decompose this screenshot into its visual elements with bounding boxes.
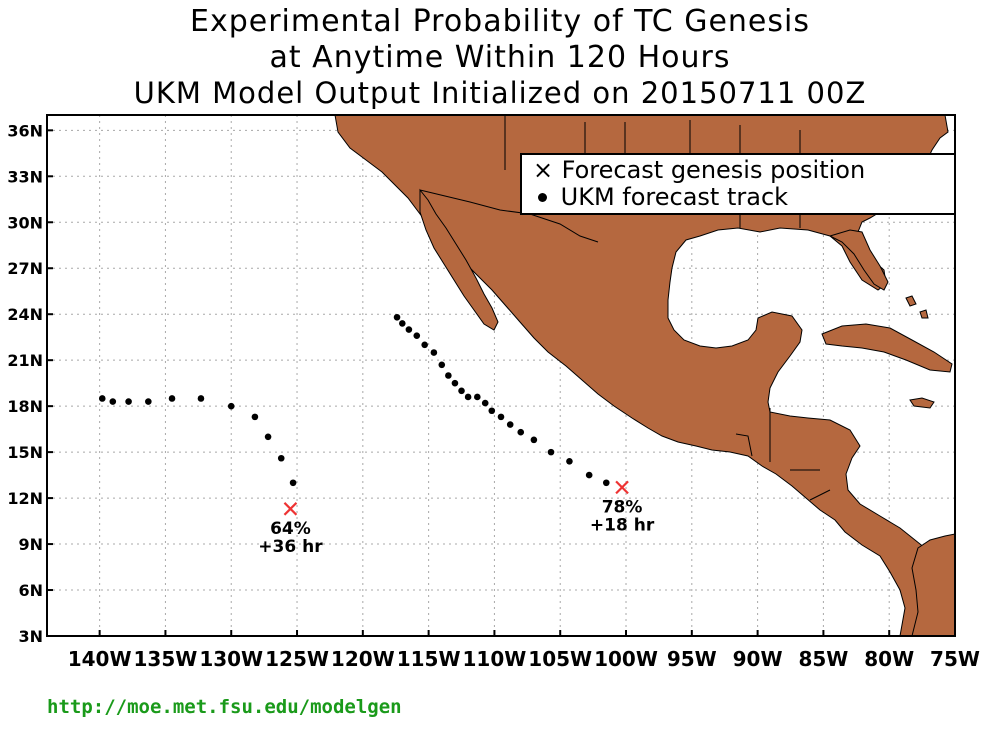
track-point — [413, 332, 421, 339]
lon-tick-label: 120W — [331, 647, 395, 671]
genesis-marker — [283, 502, 298, 516]
lat-tick-label: 12N — [7, 489, 43, 508]
genesis-lead-time: +36 hr — [258, 537, 323, 557]
land-cuba — [821, 323, 953, 373]
track-point — [393, 313, 401, 321]
lat-tick-label: 30N — [7, 213, 43, 232]
lon-tick-label: 115W — [397, 647, 461, 671]
track-point — [125, 398, 132, 405]
land-baja-california — [419, 188, 499, 331]
legend-track-label: UKM forecast track — [560, 183, 789, 211]
legend-genesis-label: Forecast genesis position — [561, 156, 866, 184]
lat-tick-label: 6N — [18, 581, 43, 600]
track-point — [445, 372, 452, 379]
track-point — [451, 379, 459, 387]
forecast-tracks — [98, 313, 610, 487]
land-bahamas — [905, 295, 929, 319]
lat-tick-label: 36N — [7, 121, 43, 140]
track-point — [430, 349, 438, 356]
genesis-lead-time: +18 hr — [590, 515, 655, 535]
map-frame — [46, 114, 956, 637]
track-point — [602, 479, 610, 487]
track-point — [227, 402, 235, 410]
lon-tick-label: 95W — [667, 647, 717, 671]
lon-tick-label: 80W — [864, 647, 914, 671]
track-point — [197, 395, 205, 402]
lat-tick-label: 27N — [7, 259, 43, 278]
track-point — [277, 454, 285, 462]
track-point — [517, 428, 525, 436]
track-point — [488, 407, 496, 415]
lat-tick-label: 24N — [7, 305, 43, 324]
track-point — [585, 471, 593, 479]
track-point — [547, 448, 555, 456]
track-point — [497, 413, 505, 421]
genesis-probability: 78% — [602, 497, 643, 517]
lon-tick-label: 125W — [265, 647, 329, 671]
track-point — [145, 398, 152, 405]
title-line-2: at Anytime Within 120 Hours — [269, 40, 731, 75]
border-central-america — [735, 408, 831, 501]
track-point — [168, 395, 176, 402]
track-point — [566, 458, 573, 465]
track-point — [399, 320, 406, 327]
track-point — [458, 387, 465, 395]
track-point — [251, 413, 259, 421]
track-point — [506, 421, 514, 428]
track-point — [464, 393, 472, 401]
title-line-3: UKM Model Output Initialized on 20150711… — [133, 76, 867, 110]
lon-tick-label: 135W — [134, 647, 198, 671]
legend-genesis-row: × Forecast genesis position — [532, 157, 865, 183]
lon-tick-label: 130W — [199, 647, 263, 671]
track-point — [264, 433, 272, 441]
lat-tick-label: 15N — [7, 443, 43, 462]
lat-tick-label: 21N — [7, 351, 43, 370]
dot-icon — [538, 192, 547, 202]
genesis-marker — [615, 480, 629, 495]
legend: × Forecast genesis position UKM forecast… — [520, 153, 956, 215]
lat-tick-label: 33N — [7, 167, 43, 186]
land-florida — [828, 229, 889, 291]
track-point — [481, 399, 489, 407]
source-url[interactable]: http://moe.met.fsu.edu/modelgen — [47, 696, 402, 718]
land-jamaica — [909, 397, 935, 409]
legend-track-row: UKM forecast track — [532, 184, 788, 210]
land-south-america — [911, 533, 955, 636]
genesis-probability: 64% — [270, 519, 311, 539]
lon-tick-label: 90W — [733, 647, 783, 671]
lat-tick-label: 18N — [7, 397, 43, 416]
lon-tick-label: 140W — [68, 647, 132, 671]
land-north-america — [334, 115, 955, 636]
track-point — [109, 398, 117, 405]
lon-tick-label: 105W — [528, 647, 592, 671]
track-point — [405, 326, 413, 333]
lon-tick-label: 100W — [594, 647, 658, 671]
track-point — [289, 479, 297, 487]
track-point — [98, 395, 106, 402]
cross-icon: × — [532, 156, 554, 184]
axis-ticks: 36N 33N 30N 27N 24N 21N 18N 15N 12N 9N 6N 3N 140W 135… — [7, 121, 980, 671]
title-line-1: Experimental Probability of TC Genesis — [190, 4, 810, 39]
track-point — [530, 436, 538, 444]
lat-tick-label: 3N — [18, 627, 43, 646]
track-point — [474, 393, 481, 401]
lon-tick-label: 75W — [930, 647, 980, 671]
track-point — [438, 361, 446, 369]
lat-tick-label: 9N — [18, 535, 43, 554]
lon-tick-label: 110W — [463, 647, 527, 671]
lon-tick-label: 85W — [798, 647, 848, 671]
track-point — [421, 341, 428, 349]
genesis-markers: 64%+36 hr 78%+18 hr — [258, 480, 655, 557]
